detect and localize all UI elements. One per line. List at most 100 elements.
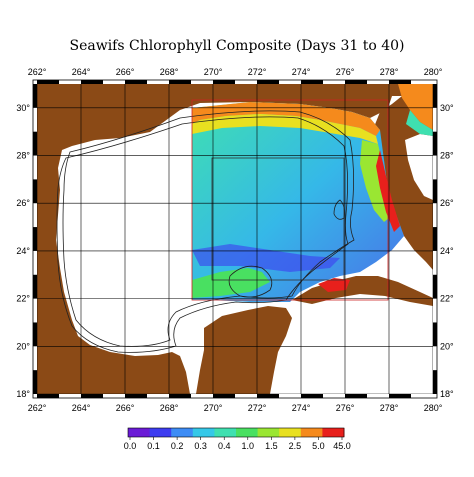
lon-tick-label: 266° xyxy=(116,67,135,77)
border-segment xyxy=(301,394,323,398)
lon-tick-label: 262° xyxy=(28,403,47,413)
map-content xyxy=(37,84,433,394)
colorbar-swatch xyxy=(257,428,280,437)
border-segment xyxy=(389,394,411,398)
lon-tick-label: 276° xyxy=(336,403,355,413)
border-segment xyxy=(213,394,235,398)
border-segment xyxy=(301,80,323,84)
lon-tick-label: 264° xyxy=(72,403,91,413)
lat-tick-label: 20° xyxy=(440,341,454,351)
lon-tick-label: 264° xyxy=(72,67,91,77)
lat-tick-label: 28° xyxy=(16,151,30,161)
colorbar-label: 5.0 xyxy=(312,441,325,451)
colorbar-swatch xyxy=(279,428,302,437)
border-segment xyxy=(33,370,37,394)
border-segment xyxy=(433,84,437,108)
lat-tick-label: 30° xyxy=(440,103,454,113)
colorbar: 0.0 0.1 0.2 0.3 0.4 1.0 1.5 2.5 5.0 45.0 xyxy=(124,427,351,451)
border-segment xyxy=(33,131,37,156)
colorbar-label: 2.5 xyxy=(289,441,302,451)
colorbar-swatch xyxy=(171,428,194,437)
lat-tick-label: 20° xyxy=(16,341,30,351)
colorbar-swatch xyxy=(149,428,172,437)
colorbar-label: 1.0 xyxy=(242,441,255,451)
colorbar-swatch xyxy=(300,428,323,437)
lon-tick-label: 278° xyxy=(380,67,399,77)
lat-tick-label: 28° xyxy=(440,151,454,161)
lat-tick-label: 24° xyxy=(16,246,30,256)
border-segment xyxy=(257,80,279,84)
border-segment xyxy=(81,394,103,398)
colorbar-label: 0.1 xyxy=(147,441,160,451)
border-segment xyxy=(81,80,103,84)
colorbar-outline xyxy=(127,427,345,438)
colorbar-label: 45.0 xyxy=(333,441,351,451)
lat-tick-label: 18° xyxy=(440,389,454,399)
lat-tick-label: 24° xyxy=(440,246,454,256)
lon-tick-label: 272° xyxy=(248,403,267,413)
lon-tick-label: 274° xyxy=(292,67,311,77)
border-segment xyxy=(389,80,411,84)
colorbar-swatch xyxy=(322,428,345,437)
colorbar-label: 1.5 xyxy=(265,441,278,451)
lat-tick-label: 18° xyxy=(16,389,30,399)
border-segment xyxy=(37,394,59,398)
graticule xyxy=(37,84,433,394)
border-segment xyxy=(433,322,437,347)
lat-tick-label: 30° xyxy=(16,103,30,113)
border-segment xyxy=(125,80,147,84)
colorbar-swatch xyxy=(214,428,237,437)
border-segment xyxy=(433,370,437,394)
border-segment xyxy=(33,179,37,204)
lat-tick-label: 26° xyxy=(440,198,454,208)
border-segment xyxy=(433,179,437,204)
lon-tick-label: 276° xyxy=(336,67,355,77)
no-data-atlantic xyxy=(405,134,433,200)
study-box xyxy=(211,157,345,281)
colorbar-swatch xyxy=(128,428,151,437)
lon-ticks-bottom: 262° 264° 266° 268° 270° 272° 274° 276° 278° 280° xyxy=(28,403,443,413)
lat-tick-label: 22° xyxy=(16,294,30,304)
land-yucatan xyxy=(196,306,292,394)
border-segment xyxy=(33,274,37,299)
border-segment xyxy=(345,394,367,398)
colorbar-label: 0.4 xyxy=(218,441,231,451)
lon-tick-label: 266° xyxy=(116,403,135,413)
lon-tick-label: 270° xyxy=(204,403,223,413)
border-segment xyxy=(257,394,279,398)
border-segment xyxy=(433,227,437,251)
border-segment xyxy=(433,274,437,299)
map-border xyxy=(32,79,438,399)
border-segment xyxy=(37,80,59,84)
colorbar-label: 0.2 xyxy=(171,441,184,451)
lon-tick-label: 272° xyxy=(248,67,267,77)
lat-ticks-right: 30° 28° 26° 24° 22° 20° 18° xyxy=(440,103,454,399)
lon-tick-label: 274° xyxy=(292,403,311,413)
lon-tick-label: 268° xyxy=(160,67,179,77)
border-segment xyxy=(33,322,37,347)
lon-tick-label: 280° xyxy=(424,67,443,77)
colorbar-swatch xyxy=(192,428,215,437)
lon-tick-label: 280° xyxy=(424,403,443,413)
chlorophyll-region-box xyxy=(191,99,389,301)
border-segment xyxy=(169,80,191,84)
border-segment xyxy=(125,394,147,398)
colorbar-label: 0.3 xyxy=(194,441,207,451)
border-segment xyxy=(213,80,235,84)
lon-ticks-top: 262° 264° 266° 268° 270° 272° 274° 276° 278° 280° xyxy=(28,67,443,77)
chlorophyll-composite xyxy=(192,84,433,302)
border-segment xyxy=(33,227,37,251)
lon-tick-label: 262° xyxy=(28,67,47,77)
lon-tick-label: 270° xyxy=(204,67,223,77)
border-segment xyxy=(169,394,191,398)
lat-tick-label: 22° xyxy=(440,294,454,304)
lon-tick-label: 268° xyxy=(160,403,179,413)
map-title: Seawifs Chlorophyll Composite (Days 31 t… xyxy=(69,38,405,54)
lon-tick-label: 278° xyxy=(380,403,399,413)
border-segment xyxy=(433,131,437,156)
land-north-america xyxy=(37,84,433,394)
lat-ticks-left: 30° 28° 26° 24° 22° 20° 18° xyxy=(16,103,30,399)
border-segment xyxy=(33,84,37,108)
border-segment xyxy=(345,80,367,84)
